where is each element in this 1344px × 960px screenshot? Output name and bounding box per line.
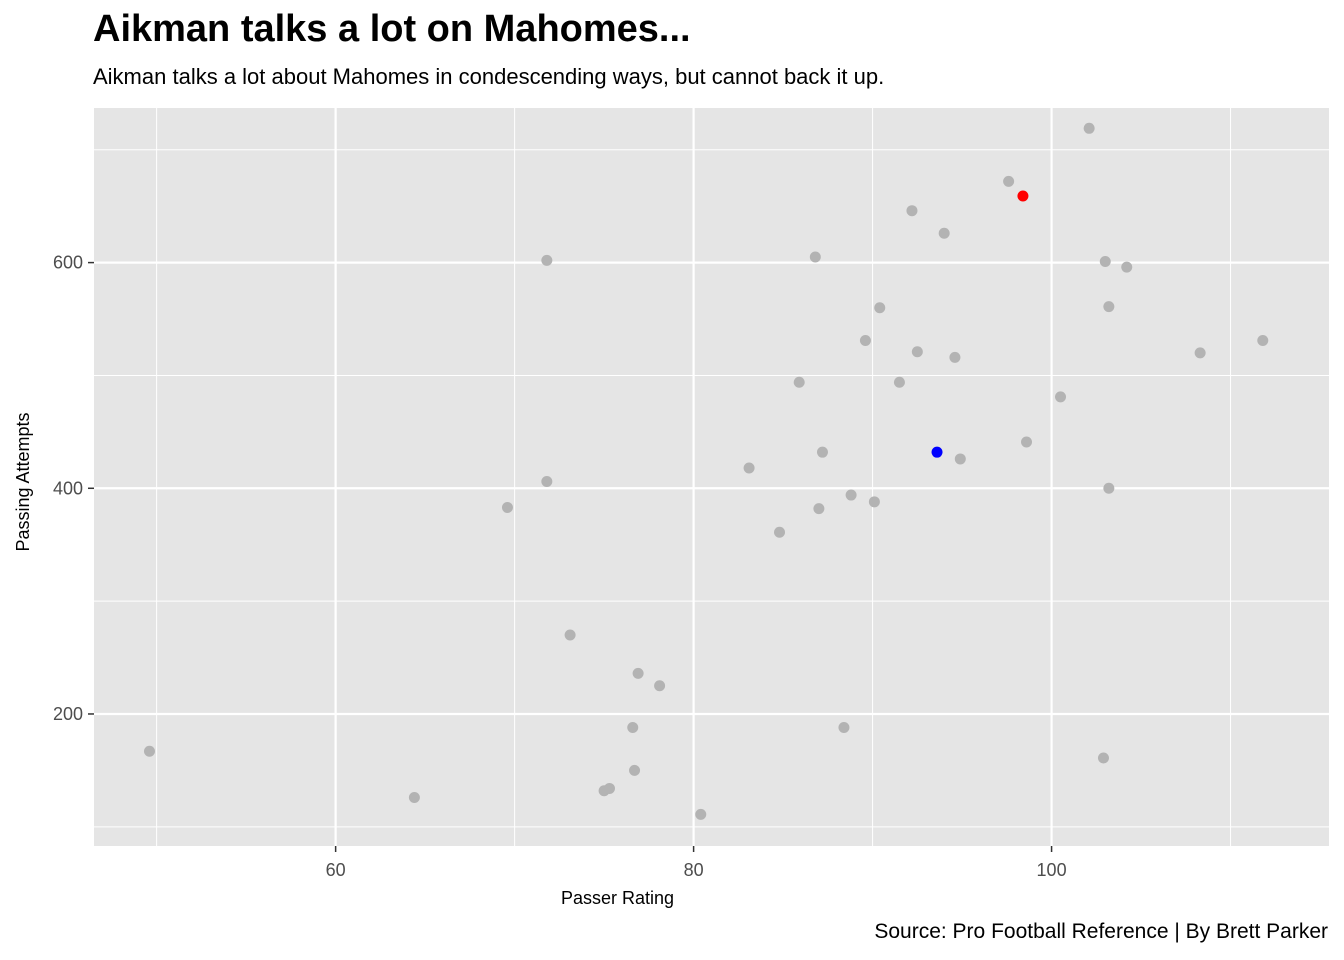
grid-major bbox=[94, 108, 1329, 846]
data-point bbox=[1017, 190, 1029, 202]
data-point bbox=[845, 489, 857, 501]
data-point bbox=[629, 764, 641, 776]
chart-title: Aikman talks a lot on Mahomes... bbox=[93, 8, 691, 50]
data-points bbox=[143, 122, 1269, 820]
data-point bbox=[654, 680, 666, 692]
data-point bbox=[906, 205, 918, 217]
data-point bbox=[564, 629, 576, 641]
data-point bbox=[1194, 347, 1206, 359]
data-point bbox=[954, 453, 966, 465]
x-axis-ticks: 60 80 100 bbox=[326, 846, 1067, 880]
data-point bbox=[501, 501, 513, 513]
data-point bbox=[541, 476, 553, 488]
data-point bbox=[627, 722, 639, 734]
data-point bbox=[143, 745, 155, 757]
data-point bbox=[603, 782, 615, 794]
data-point bbox=[1257, 334, 1269, 346]
x-tick-label: 60 bbox=[326, 860, 346, 880]
data-point bbox=[809, 251, 821, 263]
data-point bbox=[774, 526, 786, 538]
data-point bbox=[1103, 301, 1115, 313]
grid-minor bbox=[94, 108, 1329, 846]
data-point bbox=[793, 376, 805, 388]
data-point bbox=[408, 791, 420, 803]
data-point bbox=[938, 227, 950, 239]
data-point bbox=[931, 446, 943, 458]
data-point bbox=[1003, 175, 1015, 187]
data-point bbox=[1055, 391, 1067, 403]
data-point bbox=[868, 496, 880, 508]
data-point bbox=[911, 346, 923, 358]
data-point bbox=[695, 808, 707, 820]
data-point bbox=[859, 334, 871, 346]
chart-subtitle: Aikman talks a lot about Mahomes in cond… bbox=[93, 64, 885, 89]
data-point bbox=[1103, 482, 1115, 494]
data-point bbox=[1097, 752, 1109, 764]
y-tick-label: 200 bbox=[53, 704, 83, 724]
data-point bbox=[632, 667, 644, 679]
y-axis-ticks: 200 400 600 bbox=[53, 253, 94, 724]
data-point bbox=[1083, 122, 1095, 134]
y-tick-label: 400 bbox=[53, 478, 83, 498]
y-tick-label: 600 bbox=[53, 253, 83, 273]
data-point bbox=[813, 503, 825, 515]
data-point bbox=[893, 376, 905, 388]
data-point bbox=[816, 446, 828, 458]
data-point bbox=[541, 254, 553, 266]
data-point bbox=[949, 351, 961, 363]
x-tick-label: 80 bbox=[684, 860, 704, 880]
x-tick-label: 100 bbox=[1037, 860, 1067, 880]
data-point bbox=[1121, 261, 1133, 273]
data-point bbox=[743, 462, 755, 474]
plot-panel bbox=[94, 108, 1329, 846]
data-point bbox=[1021, 436, 1033, 448]
data-point bbox=[874, 302, 886, 314]
data-point bbox=[838, 722, 850, 734]
x-axis-title: Passer Rating bbox=[561, 888, 674, 908]
chart-caption: Source: Pro Football Reference | By Bret… bbox=[874, 920, 1328, 943]
data-point bbox=[1099, 255, 1111, 267]
y-axis-title: Passing Attempts bbox=[13, 412, 33, 551]
